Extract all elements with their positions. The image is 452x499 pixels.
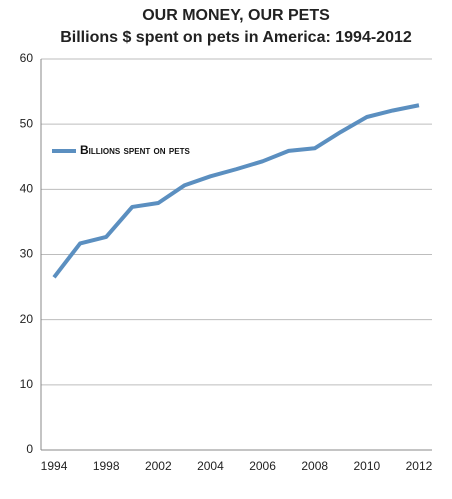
y-tick-label: 40 (20, 182, 34, 196)
x-tick-label: 2010 (353, 459, 380, 473)
x-tick-label: 2008 (301, 459, 328, 473)
y-tick-label: 0 (26, 442, 33, 456)
x-tick-label: 2002 (145, 459, 172, 473)
legend-label: Billions spent on pets (80, 143, 190, 157)
x-tick-label: 1994 (41, 459, 68, 473)
x-tick-label: 2006 (249, 459, 276, 473)
x-tick-label: 1998 (93, 459, 120, 473)
y-tick-label: 10 (20, 377, 34, 391)
chart-subtitle: Billions $ spent on pets in America: 199… (60, 29, 412, 46)
x-tick-label: 2012 (406, 459, 433, 473)
y-tick-label: 30 (20, 247, 34, 261)
y-tick-label: 20 (20, 312, 34, 326)
x-tick-label: 2004 (197, 459, 224, 473)
chart-title: OUR MONEY, OUR PETS (142, 7, 330, 24)
y-tick-label: 50 (20, 116, 34, 130)
y-tick-label: 60 (20, 51, 34, 65)
data-line (52, 103, 420, 279)
